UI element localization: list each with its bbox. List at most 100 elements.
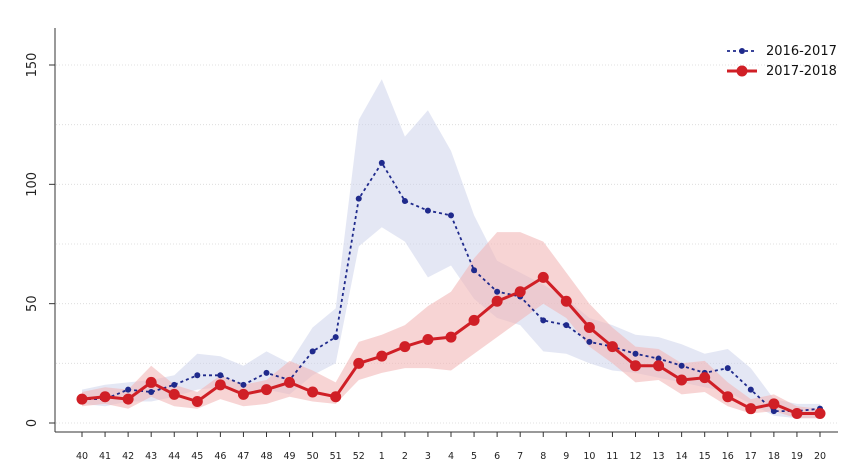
data-point-2017-2018 [284,376,296,388]
x-tick-label: 41 [99,451,111,462]
x-tick-label: 17 [745,451,757,462]
x-tick-label: 12 [629,451,641,462]
data-point-2017-2018 [560,295,572,307]
data-point-2017-2018 [537,271,549,283]
data-point-2017-2018 [814,407,826,419]
data-point-2016-2017 [355,195,362,202]
data-point-2017-2018 [168,388,180,400]
data-point-2017-2018 [468,314,480,326]
x-tick-label: 51 [330,451,342,462]
data-point-2017-2018 [76,393,88,405]
data-point-2017-2018 [630,360,641,372]
data-point-2016-2017 [401,198,408,205]
data-point-2017-2018 [399,341,411,353]
x-tick-label: 9 [563,451,569,462]
x-tick-label: 47 [237,451,249,462]
data-point-2016-2017 [471,267,478,274]
confidence-bands [82,79,820,419]
data-point-2016-2017 [263,369,270,376]
legend-marker-2016-2017 [739,48,745,54]
data-point-2017-2018 [122,393,134,405]
x-tick-label: 20 [814,451,826,462]
data-point-2017-2018 [191,396,203,408]
data-point-2016-2017 [217,372,224,379]
legend-marker-2017-2018 [736,65,748,77]
data-point-2017-2018 [653,360,665,372]
data-point-2016-2017 [540,317,547,324]
data-point-2017-2018 [99,391,111,403]
data-point-2016-2017 [332,334,339,341]
x-tick-label: 8 [540,451,546,462]
data-point-2017-2018 [261,384,272,396]
data-point-2016-2017 [747,386,754,393]
x-tick-label: 6 [494,451,500,462]
x-tick-label: 45 [191,451,203,462]
confidence-band-2016-2017 [82,79,820,419]
data-point-2017-2018 [768,398,780,410]
data-point-2017-2018 [791,407,803,419]
confidence-band-2017-2018 [82,232,820,419]
data-point-2016-2017 [586,338,593,345]
legend-label-2017-2018: 2017-2018 [766,64,837,79]
legend-item-2016-2017: 2016-2017 [727,44,837,59]
data-point-2017-2018 [722,391,734,403]
y-tick-label: 100 [25,172,40,197]
data-point-2016-2017 [632,350,639,357]
data-point-2016-2017 [678,362,685,369]
x-tick-label: 1 [379,451,385,462]
series-points [76,159,826,419]
x-tick-label: 14 [676,451,688,462]
x-tick-label: 7 [517,451,523,462]
x-tick-label: 2 [402,451,408,462]
data-point-2016-2017 [378,159,385,166]
data-point-2016-2017 [494,288,501,295]
data-point-2017-2018 [491,295,503,307]
x-tick-label: 5 [471,451,477,462]
x-tick-label: 11 [606,451,618,462]
x-tick-label: 10 [583,451,595,462]
x-tick-label: 13 [653,451,665,462]
legend: 2016-2017 2017-2018 [727,44,837,79]
x-tick-label: 40 [76,451,88,462]
data-point-2016-2017 [125,386,132,393]
data-point-2017-2018 [214,379,226,391]
x-tick-label: 46 [214,451,226,462]
x-tick-label: 42 [122,451,134,462]
y-tick-label: 50 [25,295,40,312]
y-axis-ticks: 0 50 100 150 [25,53,55,427]
data-point-2017-2018 [376,350,388,362]
data-point-2017-2018 [422,333,434,345]
y-tick-label: 0 [25,419,40,427]
data-point-2016-2017 [309,348,316,355]
data-point-2016-2017 [240,381,247,388]
data-point-2016-2017 [724,365,731,372]
x-tick-label: 48 [260,451,272,462]
legend-item-2017-2018: 2017-2018 [727,64,837,79]
x-tick-label: 52 [353,451,365,462]
legend-label-2016-2017: 2016-2017 [766,44,837,59]
data-point-2017-2018 [237,388,249,400]
x-tick-label: 50 [307,451,319,462]
data-point-2017-2018 [699,372,711,384]
data-point-2017-2018 [307,386,319,398]
data-point-2017-2018 [514,286,526,298]
x-tick-label: 16 [722,451,734,462]
data-point-2017-2018 [330,391,342,403]
x-tick-label: 19 [791,451,803,462]
data-point-2017-2018 [583,322,595,334]
data-point-2017-2018 [676,374,688,386]
y-tick-label: 150 [25,53,40,78]
data-point-2017-2018 [145,376,157,388]
data-point-2017-2018 [445,331,457,343]
x-tick-label: 43 [145,451,157,462]
x-tick-label: 4 [448,451,454,462]
data-point-2016-2017 [655,355,662,362]
x-tick-label: 15 [699,451,711,462]
x-tick-label: 49 [284,451,296,462]
x-axis-ticks: 40 41 42 43 44 45 46 47 48 49 50 51 52 1 2 3 4 5 6 7 8 9 10 11 1… [76,432,826,462]
data-point-2017-2018 [745,403,757,415]
data-point-2016-2017 [194,372,201,379]
data-point-2016-2017 [424,207,431,214]
data-point-2016-2017 [770,408,777,415]
